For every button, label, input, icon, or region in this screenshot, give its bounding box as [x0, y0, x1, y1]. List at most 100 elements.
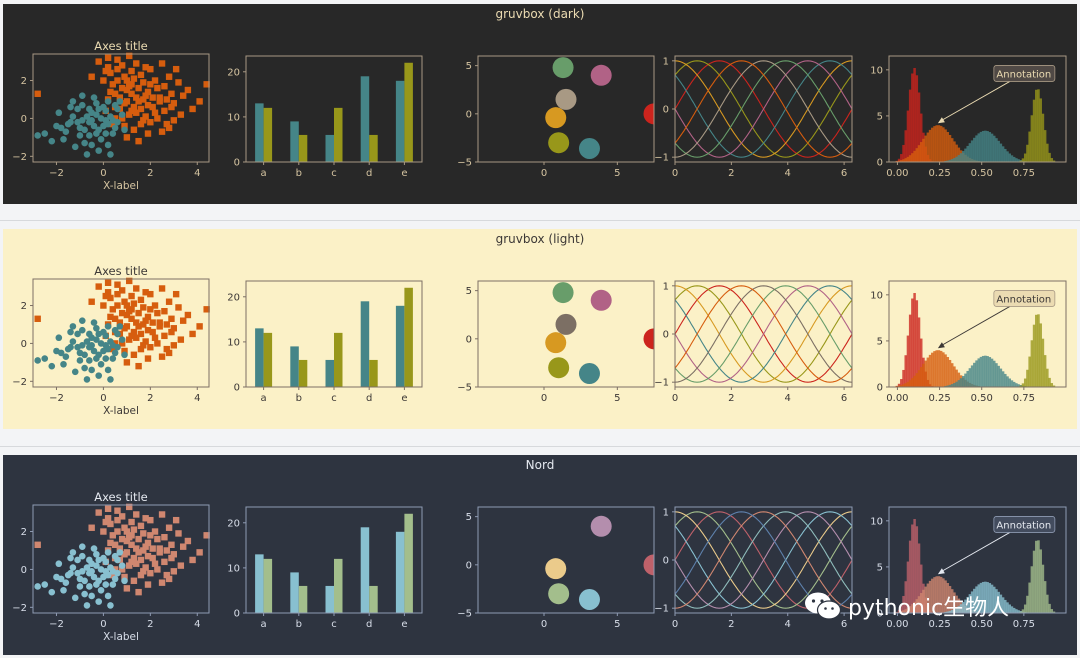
scatter-square-point [118, 309, 126, 317]
histogram-bar [897, 383, 901, 387]
histogram-bar [964, 599, 967, 613]
x-tick-label: 5 [614, 393, 620, 404]
scatter-square-point [149, 554, 156, 562]
scatter-square-point [111, 541, 119, 548]
scatter-square-point [128, 90, 135, 97]
x-tick-label: 2 [147, 168, 153, 179]
scatter-square-point [147, 344, 154, 351]
histogram-bar [948, 384, 952, 387]
histogram-bar [950, 610, 954, 613]
scatter-circle-point [83, 602, 91, 609]
histogram-bar [919, 367, 923, 387]
axes-frame [32, 53, 210, 163]
y-tick-label: 0 [21, 565, 27, 576]
histogram-bar [944, 160, 947, 162]
histogram-bar [908, 314, 912, 387]
scatter-square-point [130, 577, 138, 584]
scatter-square-point [109, 306, 116, 313]
histogram-bar [953, 609, 956, 613]
x-tick-label: −2 [49, 393, 64, 404]
scatter-circle-point [118, 111, 126, 118]
scatter-square-point [133, 511, 140, 518]
scatter-square-point [161, 107, 168, 115]
histogram-chart: 0.00 0.25 0.50 0.75 0 5 10 Annotation [870, 280, 1067, 404]
histogram-bar [931, 578, 934, 613]
scatter-circle-point [88, 366, 95, 374]
histogram-bar [919, 564, 923, 613]
scatter-circle-point [107, 151, 114, 158]
large-circle-point [545, 558, 567, 580]
histogram-bar [1010, 155, 1014, 162]
scatter-square-point [165, 575, 173, 583]
scatter-circle-point [76, 132, 84, 139]
histogram-bar [990, 584, 994, 613]
scatter-square-point [149, 103, 156, 111]
scatter-circle-point [95, 147, 103, 154]
scatter-circle-point [111, 575, 119, 583]
y-tick-label: −2 [12, 377, 27, 388]
histogram-bar [915, 300, 919, 387]
histogram-bar [917, 370, 921, 387]
scatter-circle-point [93, 562, 100, 569]
histogram-bar [986, 356, 989, 387]
scatter-circle-point [86, 357, 93, 364]
y-tick-label: 2 [21, 76, 27, 87]
y-tick-label: −2 [12, 603, 27, 614]
histogram-bar [935, 125, 938, 162]
histogram-bar [992, 360, 996, 387]
histogram-bar [1006, 376, 1009, 387]
histogram-bar [1048, 377, 1051, 387]
scatter-square-point [126, 503, 133, 511]
scatter-square-point [114, 528, 121, 535]
scatter-square-point [123, 134, 131, 141]
x-tick-label: 0.00 [886, 619, 908, 630]
scatter-square-point [165, 349, 173, 357]
scatter-square-point [142, 113, 149, 120]
histogram-bar [946, 385, 950, 387]
scatter-circle-point [109, 342, 117, 349]
histogram-bar [944, 385, 947, 387]
histogram-bar [1037, 89, 1040, 162]
scatter-circle-point [64, 571, 72, 579]
histogram-bar [946, 132, 950, 162]
histogram-bar [997, 140, 1000, 162]
scatter-square-point [140, 342, 147, 349]
histogram-bar [970, 591, 974, 613]
bar-series2 [334, 107, 343, 162]
histogram-bar [1048, 603, 1051, 613]
scatter-square-point [154, 535, 161, 543]
scatter-square-point [158, 511, 166, 518]
scatter-square-point [118, 513, 126, 520]
scatter-circle-point [78, 543, 86, 550]
histogram-bar [931, 352, 934, 387]
scatter-square-point [116, 319, 124, 326]
scatter-circle-point [114, 105, 121, 113]
histogram-bar [968, 594, 972, 613]
bar-series2 [334, 332, 343, 387]
scatter-square-point [128, 518, 135, 526]
histogram-bar [897, 158, 901, 162]
scatter-circle-point [88, 141, 95, 149]
histogram-bar [986, 582, 989, 613]
y-tick-label: 0 [234, 609, 240, 620]
scatter-square-point [107, 520, 114, 528]
scatter-square-point [144, 355, 152, 362]
scatter-circle-point [90, 545, 98, 552]
scatter-square-point [114, 56, 121, 63]
scatter-square-point [107, 313, 114, 321]
x-tick-label: 0.00 [886, 168, 908, 179]
histogram-bar [897, 385, 901, 387]
large-circle-point [590, 64, 612, 86]
scatter-square-point [126, 308, 133, 315]
histogram-bar [908, 155, 912, 162]
scatter-circle-point [104, 366, 112, 374]
scatter-square-point [133, 560, 140, 567]
large-circle-point [548, 132, 570, 154]
histogram-bar [990, 133, 994, 162]
y-tick-label: 5 [877, 111, 883, 122]
scatter-square-point [88, 524, 95, 531]
histogram-bar [957, 155, 961, 162]
histogram-bar [1026, 369, 1029, 387]
scatter-square-point [126, 277, 133, 285]
histogram-bar [911, 153, 914, 162]
